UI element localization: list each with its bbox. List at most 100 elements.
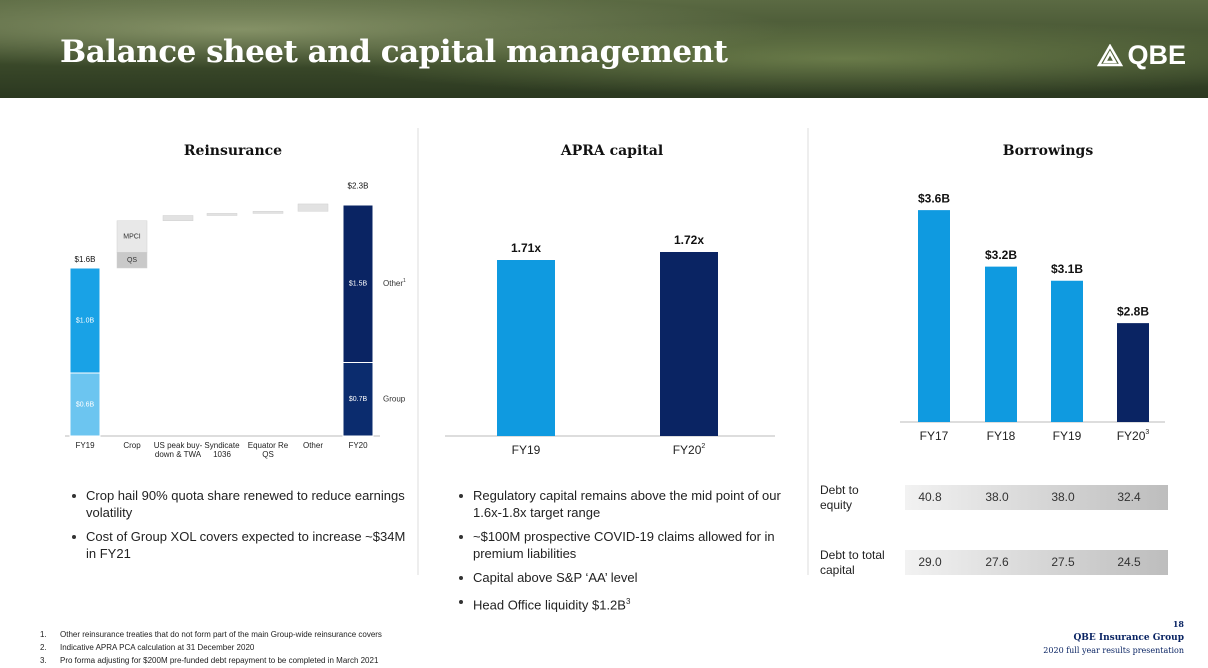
footnote-ref: 2 — [701, 443, 705, 450]
footnote-number: 1. — [40, 630, 47, 639]
value-label: 1.72x — [674, 233, 704, 247]
bullet-dot — [459, 494, 463, 498]
footnote: 3. Pro forma adjusting for $200M pre-fund… — [40, 656, 378, 665]
bar — [918, 210, 950, 422]
table-cell: 27.5 — [1051, 555, 1075, 569]
value-label: $0.7B — [349, 396, 368, 403]
x-tick-label: US peak buy-down & TWA — [153, 441, 203, 459]
logo: QBE — [1097, 40, 1186, 71]
table-cell: 40.8 — [918, 490, 942, 504]
x-tick-label: FY17 — [920, 429, 949, 443]
bullet-dot — [459, 535, 463, 539]
slide-title: Balance sheet and capital management — [60, 34, 728, 70]
value-label: $1.5B — [349, 281, 368, 288]
bullet-text: Cost of Group XOL covers expected to inc… — [86, 529, 406, 561]
value-label: $1.0B — [76, 317, 95, 324]
legend-text: Group — [383, 394, 406, 403]
footnote-text: Other reinsurance treaties that do not f… — [60, 630, 382, 639]
table-cell: 38.0 — [985, 490, 1009, 504]
footnote-ref: 1 — [403, 278, 406, 284]
value-label: $3.1B — [1051, 262, 1083, 276]
row-label: Debt to equity — [820, 483, 859, 512]
category-text: FY19 — [512, 443, 541, 457]
value-label: $3.6B — [918, 191, 950, 205]
bullet-text: Capital above S&P ‘AA’ level — [473, 570, 638, 585]
table-cell: 29.0 — [918, 555, 942, 569]
table-cell: 32.4 — [1117, 490, 1141, 504]
x-tick-label: FY19 — [1053, 429, 1082, 443]
table-cell: 27.6 — [985, 555, 1009, 569]
panel-title: Reinsurance — [184, 143, 282, 159]
value-label: 1.71x — [511, 241, 541, 255]
bar — [1051, 280, 1083, 422]
bullet-list: Crop hail 90% quota share renewed to red… — [68, 487, 408, 569]
bar-segment — [297, 203, 329, 212]
footnote: 2. Indicative APRA PCA calculation at 31 … — [40, 643, 254, 652]
footnote-ref: 3 — [625, 597, 631, 606]
bar-segment — [69, 372, 101, 437]
x-tick-label: FY202 — [673, 443, 706, 457]
table-cell: 38.0 — [1051, 490, 1075, 504]
bar — [660, 252, 718, 436]
header: Balance sheet and capital management QBE — [0, 0, 1208, 98]
x-tick-label: Equator Re QS — [247, 441, 289, 459]
x-tick-label: Syndicate 1036 — [204, 441, 240, 459]
bullet-item: Cost of Group XOL covers expected to inc… — [68, 528, 408, 562]
table-row-bg — [905, 485, 1168, 510]
row-label: Debt to total capital — [820, 548, 885, 577]
bar-segment — [342, 362, 374, 437]
bullet-dot — [72, 535, 76, 539]
bar-segment — [252, 211, 284, 214]
category-text: FY18 — [987, 429, 1016, 443]
x-tick-label: FY18 — [987, 429, 1016, 443]
bullet-text: ~$100M prospective COVID-19 claims allow… — [473, 529, 775, 561]
bullet-item: Crop hail 90% quota share renewed to red… — [68, 487, 408, 521]
footnote-text: Indicative APRA PCA calculation at 31 De… — [60, 643, 255, 652]
bullet-list: Regulatory capital remains above the mid… — [455, 487, 795, 620]
footnote: 1. Other reinsurance treaties that do not… — [40, 630, 382, 639]
bullet-item: Head Office liquidity $1.2B3 — [455, 593, 795, 613]
bullet-item: Regulatory capital remains above the mid… — [455, 487, 795, 521]
value-label: $2.8B — [1117, 304, 1149, 318]
bar — [497, 260, 555, 436]
footnote-number: 2. — [40, 643, 47, 652]
page-number: 18 — [1172, 619, 1184, 629]
bar — [985, 266, 1017, 422]
bar-segment — [162, 215, 194, 221]
value-label: $0.6B — [76, 401, 95, 408]
x-tick-label: FY19 — [512, 443, 541, 457]
table-row-bg — [905, 550, 1168, 575]
presentation: 2020 full year results presentation — [1043, 646, 1184, 655]
x-tick-label: Other — [302, 441, 323, 450]
table-cell: 24.5 — [1117, 555, 1141, 569]
legend-label: Group — [383, 394, 406, 403]
bullet-text: Regulatory capital remains above the mid… — [473, 488, 781, 520]
bar-segment — [116, 220, 148, 253]
x-tick-label: FY19 — [75, 441, 95, 450]
footnote-number: 3. — [40, 656, 47, 665]
bullet-text: Head Office liquidity $1.2B — [473, 597, 626, 613]
bullet-dot — [72, 494, 76, 498]
value-label: $3.2B — [985, 248, 1017, 262]
category-text: FY19 — [1053, 429, 1082, 443]
category-text: FY20 — [1117, 429, 1146, 443]
bullet-text: Crop hail 90% quota share renewed to red… — [86, 488, 405, 520]
category-text: FY20 — [673, 443, 702, 457]
company: QBE Insurance Group — [1073, 633, 1184, 643]
legend-text: Other — [383, 279, 403, 288]
category-text: FY17 — [920, 429, 949, 443]
footnote-ref: 3 — [1145, 429, 1149, 436]
x-tick-label: FY203 — [1117, 429, 1150, 443]
bullet-item: ~$100M prospective COVID-19 claims allow… — [455, 528, 795, 562]
logo-icon — [1097, 43, 1124, 66]
segment-label: MPCI — [123, 233, 141, 240]
x-tick-label: FY20 — [348, 441, 368, 450]
segment-label: QS — [127, 257, 137, 264]
bullet-dot — [459, 576, 463, 580]
bullet-dot — [459, 600, 463, 604]
bullet-item: Capital above S&P ‘AA’ level — [455, 569, 795, 586]
logo-text: QBE — [1127, 40, 1186, 70]
bar-segment — [206, 213, 238, 216]
